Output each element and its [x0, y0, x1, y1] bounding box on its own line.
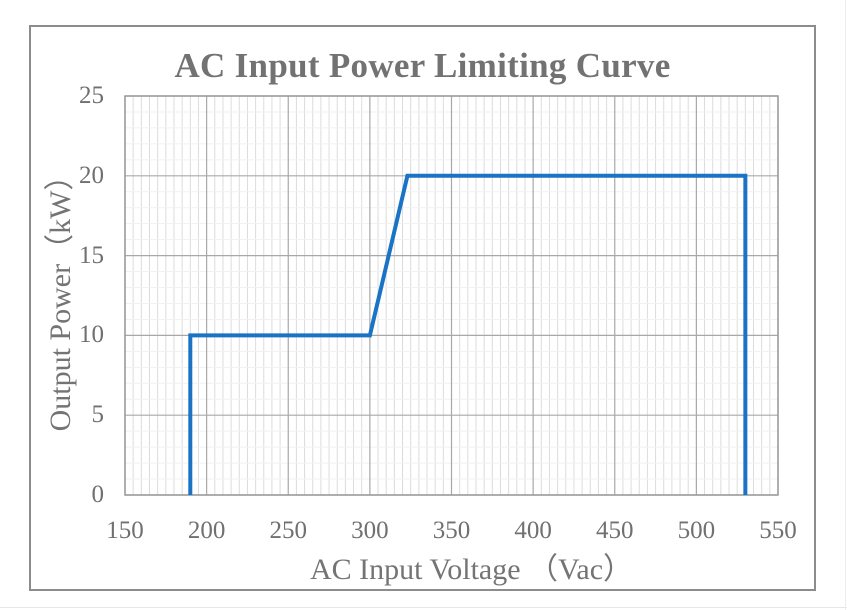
x-tick-label: 500 [677, 517, 716, 544]
x-axis-label: AC Input Voltage （Vac） [309, 553, 634, 586]
y-tick-label: 25 [79, 82, 104, 109]
y-tick-label: 15 [79, 241, 104, 269]
page-right-edge [845, 0, 846, 610]
x-tick-label: 150 [106, 517, 144, 544]
chart-title: AC Input Power Limiting Curve [174, 46, 671, 85]
x-tick-label: 300 [351, 517, 389, 544]
y-tick-label: 0 [91, 481, 105, 508]
page-bottom-edge [0, 607, 847, 608]
x-tick-label: 350 [432, 517, 471, 544]
x-tick-label: 200 [187, 517, 226, 544]
power-limit-curve [188, 173, 748, 495]
y-tick-label: 5 [91, 401, 105, 429]
x-tick-label: 550 [759, 517, 797, 544]
plot-border [124, 95, 779, 496]
y-axis-label: Output Power（kW） [44, 160, 77, 432]
chart-frame [29, 25, 816, 591]
x-tick-label: 250 [269, 517, 308, 544]
y-tick-label: 10 [79, 321, 104, 349]
y-tick-label: 20 [79, 161, 104, 189]
x-tick-label: 450 [596, 517, 634, 544]
x-tick-label: 400 [514, 517, 552, 544]
